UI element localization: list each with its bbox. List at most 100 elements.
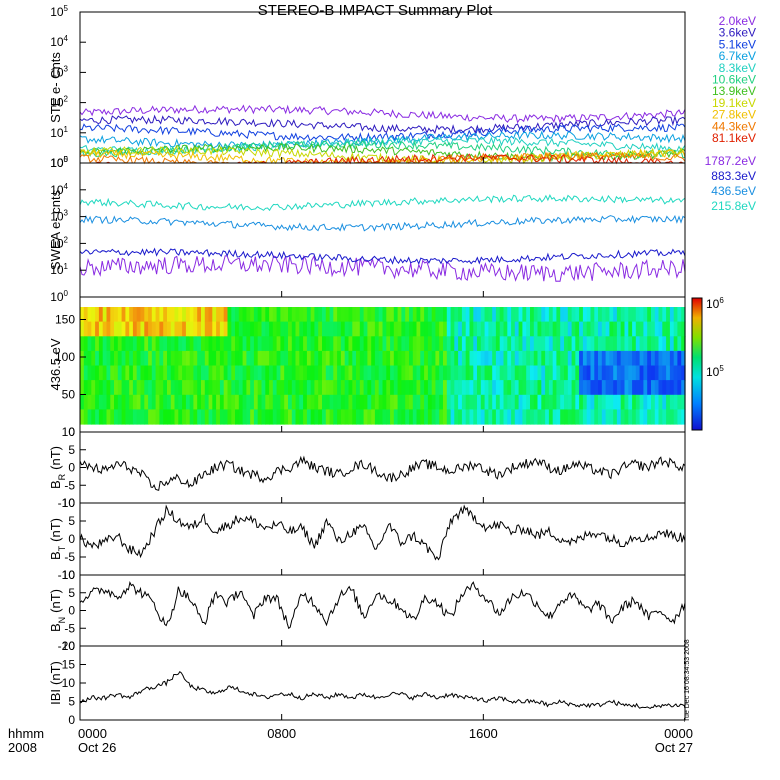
heatmap-cell <box>522 350 527 367</box>
heatmap-cell <box>280 336 285 352</box>
heatmap-cell <box>310 321 316 337</box>
panel-6-ytick-label-3: 15 <box>62 658 76 672</box>
heatmap-cell <box>314 307 319 323</box>
heatmap-cell <box>197 307 202 323</box>
heatmap-cell <box>333 380 338 396</box>
heatmap-cell <box>197 380 202 396</box>
heatmap-cell <box>647 350 652 367</box>
heatmap-cell <box>114 307 119 323</box>
heatmap-cell <box>314 365 319 381</box>
heatmap-cell <box>677 365 682 381</box>
heatmap-cell <box>560 394 565 410</box>
heatmap-cell <box>125 380 130 396</box>
heatmap-cell <box>613 350 618 367</box>
heatmap-cell <box>605 380 610 396</box>
heatmap-cell <box>533 307 539 323</box>
heatmap-cell <box>635 336 641 352</box>
panel-3: -10 -5 0 5 10 BR(nT) <box>48 425 686 510</box>
heatmap-cell <box>98 409 104 425</box>
panel-0-ytick-label-5: 105 <box>50 4 68 19</box>
heatmap-cell <box>393 394 399 410</box>
heatmap-cell <box>250 350 255 367</box>
heatmap-cell <box>216 307 221 323</box>
heatmap-cell <box>507 380 512 396</box>
heatmap-cell <box>299 380 304 396</box>
heatmap-cell <box>374 380 380 396</box>
heatmap-cell <box>443 380 448 396</box>
heatmap-cell <box>337 307 342 323</box>
heatmap-cell <box>148 307 153 323</box>
heatmap-cell <box>98 365 104 381</box>
heatmap-cell <box>613 321 618 337</box>
heatmap-cell <box>673 409 679 425</box>
heatmap-cell <box>579 409 584 425</box>
heatmap-cell <box>314 321 319 337</box>
heatmap-cell <box>446 394 452 410</box>
heatmap-cell <box>129 409 134 425</box>
heatmap-cell <box>151 307 157 323</box>
heatmap-cell <box>647 365 652 381</box>
heatmap-cell <box>223 365 229 381</box>
heatmap-cell <box>613 380 618 396</box>
heatmap-cell <box>83 350 89 367</box>
heatmap-cell <box>609 336 614 352</box>
heatmap-cell <box>541 336 546 352</box>
heatmap-cell <box>91 321 96 337</box>
heatmap-cell <box>492 365 497 381</box>
heatmap-cell <box>480 409 486 425</box>
heatmap-cell <box>337 409 342 425</box>
heatmap-cell <box>322 336 327 352</box>
heatmap-cell <box>83 336 89 352</box>
heatmap-cell <box>605 394 610 410</box>
heatmap-cell <box>374 394 380 410</box>
heatmap-cell <box>185 409 191 425</box>
heatmap-cell <box>197 336 202 352</box>
heatmap-cell <box>390 336 395 352</box>
heatmap-cell <box>526 336 531 352</box>
heatmap-cell <box>352 380 357 396</box>
heatmap-cell <box>125 321 130 337</box>
panel-2: 0 50 100 150 436.5 eV <box>48 296 686 439</box>
heatmap-cell <box>95 365 100 381</box>
heatmap-cell <box>427 321 433 337</box>
heatmap-cell <box>363 409 368 425</box>
heatmap-cell <box>261 365 266 381</box>
heatmap-cell <box>405 394 410 410</box>
heatmap-cell <box>575 336 580 352</box>
heatmap-cell <box>117 336 123 352</box>
heatmap-cell <box>208 350 213 367</box>
heatmap-cell <box>265 365 270 381</box>
heatmap-cell <box>393 321 399 337</box>
heatmap-cell <box>582 307 588 323</box>
heatmap-cell <box>322 307 327 323</box>
heatmap-cell <box>121 321 126 337</box>
heatmap-cell <box>386 307 391 323</box>
heatmap-cell <box>390 409 395 425</box>
heatmap-cell <box>253 380 259 396</box>
heatmap-cell <box>310 409 316 425</box>
heatmap-cell <box>303 350 308 367</box>
heatmap-cell <box>454 350 459 367</box>
heatmap-cell <box>564 394 569 410</box>
heatmap-cell <box>242 336 247 352</box>
heatmap-cell <box>579 307 584 323</box>
heatmap-cell <box>337 336 342 352</box>
heatmap-cell <box>371 336 376 352</box>
heatmap-cell <box>174 321 179 337</box>
heatmap-cell <box>144 380 149 396</box>
heatmap-cell <box>148 380 153 396</box>
heatmap-cell <box>303 380 308 396</box>
heatmap-cell <box>83 307 89 323</box>
heatmap-cell <box>673 336 679 352</box>
heatmap-cell <box>117 365 123 381</box>
heatmap-cell <box>662 365 667 381</box>
heatmap-cell <box>80 336 85 352</box>
heatmap-cell <box>306 321 312 337</box>
heatmap-cell <box>427 409 433 425</box>
heatmap-cell <box>310 365 316 381</box>
heatmap-cell <box>458 307 463 323</box>
heatmap-cell <box>439 380 444 396</box>
heatmap-cell <box>178 394 183 410</box>
heatmap-cell <box>227 365 232 381</box>
heatmap-cell <box>616 350 622 367</box>
